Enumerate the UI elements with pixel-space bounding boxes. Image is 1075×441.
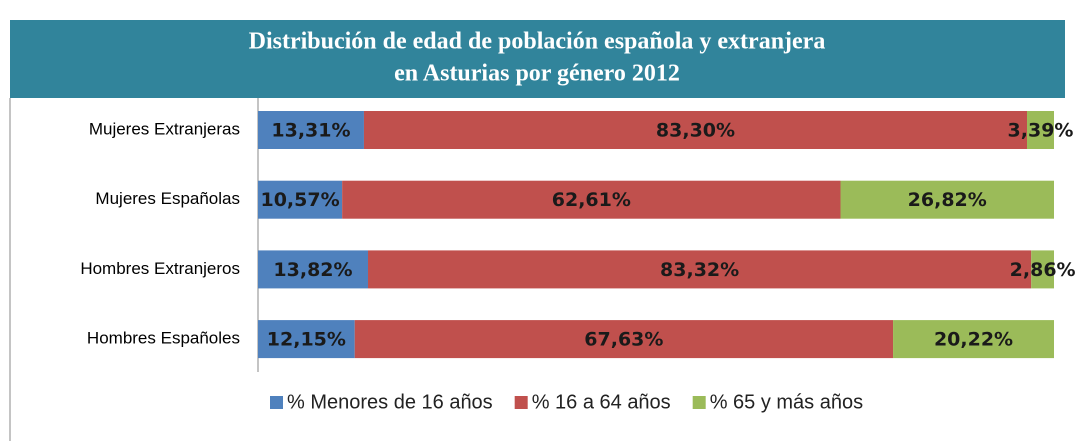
data-label: 3,39% — [1008, 120, 1074, 142]
bar-segment — [363, 111, 1028, 149]
data-label: 2,86% — [1010, 259, 1075, 281]
category-label: Hombres Extranjeros — [80, 259, 240, 278]
bar-segment — [354, 320, 894, 359]
data-label: 62,61% — [552, 189, 631, 211]
category-label: Mujeres Extranjeras — [89, 119, 240, 138]
data-label: 20,22% — [934, 329, 1013, 351]
data-label: 67,63% — [584, 329, 663, 351]
legend-label: % 16 a 64 años — [532, 391, 671, 413]
data-label: 13,82% — [273, 259, 352, 281]
bar-segment — [342, 180, 841, 219]
data-label: 13,31% — [271, 120, 350, 142]
legend-swatch — [692, 396, 706, 409]
chart-title: Distribución de edad de población españo… — [249, 29, 826, 55]
data-label: 10,57% — [260, 189, 339, 211]
bar-segment — [258, 180, 343, 219]
bar-segment — [368, 250, 1032, 289]
category-label: Hombres Españoles — [87, 329, 240, 348]
bar-segment — [893, 320, 1054, 359]
legend-swatch — [270, 396, 283, 409]
bar-segment — [840, 180, 1054, 219]
bar-segment — [258, 320, 355, 359]
category-label: Mujeres Españolas — [95, 189, 240, 208]
data-label: 12,15% — [267, 329, 346, 351]
bar-segment — [258, 111, 364, 149]
data-label: 83,32% — [660, 259, 739, 281]
legend-swatch — [514, 396, 528, 409]
chart-title: en Asturias por género 2012 — [394, 61, 680, 87]
legend-label: % Menores de 16 años — [287, 391, 493, 413]
title-banner — [10, 20, 1065, 98]
bar-segment — [258, 250, 369, 289]
data-label: 26,82% — [908, 189, 987, 211]
bar-segment — [1027, 111, 1054, 149]
bar-segment — [1031, 250, 1054, 289]
data-label: 83,30% — [656, 120, 735, 142]
legend-label: % 65 y más años — [710, 391, 863, 413]
